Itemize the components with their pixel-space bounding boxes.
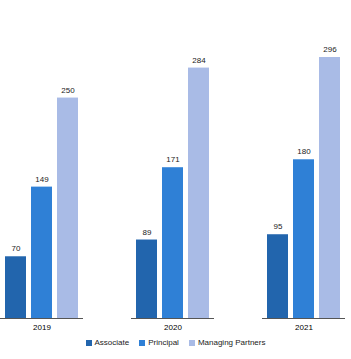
svg-text:70: 70 xyxy=(12,244,21,253)
svg-text:2019: 2019 xyxy=(33,323,51,332)
svg-text:2020: 2020 xyxy=(164,323,182,332)
svg-text:180: 180 xyxy=(297,147,311,156)
svg-text:284: 284 xyxy=(192,56,206,65)
svg-text:95: 95 xyxy=(274,222,283,231)
svg-text:89: 89 xyxy=(143,228,152,237)
svg-text:171: 171 xyxy=(166,155,180,164)
html-text:Managing Partners: Managing Partners xyxy=(197,338,266,347)
svg-text:296: 296 xyxy=(323,45,337,54)
html-text:Associate: Associate xyxy=(94,338,130,347)
svg-text:149: 149 xyxy=(35,175,49,184)
svg-text:250: 250 xyxy=(61,86,75,95)
svg-text:2021: 2021 xyxy=(295,323,313,332)
html-text:Principal: Principal xyxy=(148,338,179,347)
